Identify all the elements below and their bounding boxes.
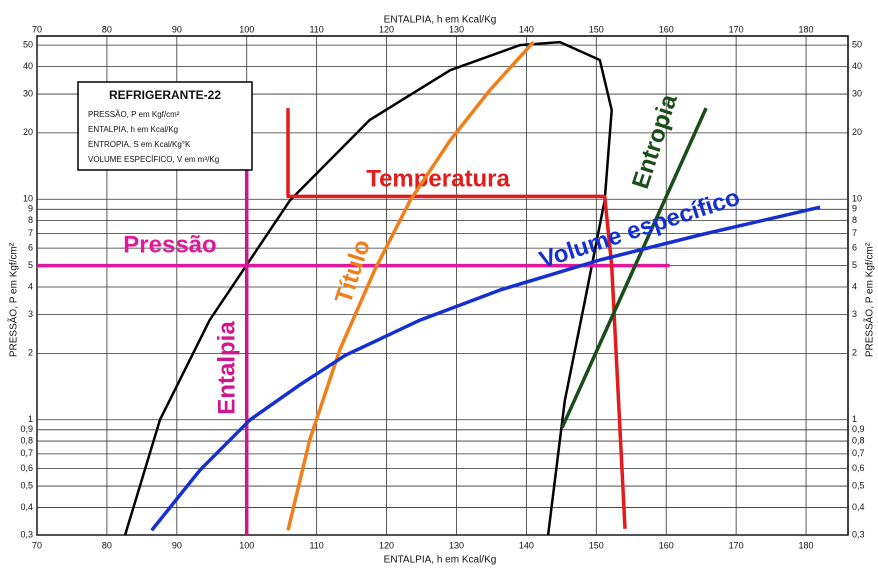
legend-title: REFRIGERANTE-22 [109,88,221,102]
y-tick-label: 9 [852,204,857,214]
series-line [286,40,535,531]
curve-label: Temperatura [366,165,510,192]
y-tick-label: 3 [28,309,33,319]
y-tick-label: 3 [852,309,857,319]
y-tick-label: 50 [852,40,862,50]
x-tick-label: 90 [172,540,182,550]
x-tick-label: 180 [799,540,814,550]
legend-line: PRESSÃO, P em Kgf/cm² [88,110,180,119]
y-axis-label-left: PRESSÃO, P em Kgf/cm² [7,242,20,357]
y-tick-label: 30 [23,88,33,98]
y-tick-label: 0,9 [852,424,865,434]
y-tick-label: 1 [28,414,33,424]
x-tick-label: 170 [729,24,744,34]
y-tick-label: 0,4 [852,502,865,512]
x-tick-label: 100 [239,540,254,550]
x-tick-label: 130 [449,540,464,550]
legend-box: REFRIGERANTE-22 PRESSÃO, P em Kgf/cm² EN… [77,81,253,171]
x-tick-label: 70 [32,540,42,550]
y-tick-label: 6 [852,243,857,253]
y-tick-label: 1 [852,414,857,424]
y-tick-label: 7 [28,228,33,238]
x-tick-label: 140 [519,24,534,34]
y-tick-label: 20 [23,127,33,137]
y-tick-label: 0,3 [852,529,865,539]
series-line [560,107,708,429]
y-tick-label: 5 [852,260,857,270]
x-tick-label: 80 [102,540,112,550]
x-tick-label: 160 [659,24,674,34]
y-axis-label-right: PRESSÃO, P em Kgf/cm² [863,242,876,357]
y-tick-label: 5 [28,260,33,270]
series-line [150,205,821,532]
y-tick-label: 0,5 [852,480,865,490]
legend-frame [77,81,253,171]
legend-line: VOLUME ESPECÍFICO, V em m³/Kg [88,155,219,164]
y-tick-label: 0,8 [852,435,865,445]
y-tick-label: 2 [28,348,33,358]
y-tick-label: 40 [852,61,862,71]
y-tick-label: 0,6 [852,463,865,473]
x-tick-label: 120 [379,24,394,34]
x-tick-label: 150 [589,540,604,550]
y-tick-label: 8 [28,215,33,225]
x-tick-label: 110 [309,540,323,550]
y-tick-label: 0,7 [852,448,865,458]
y-tick-label: 30 [852,88,862,98]
y-tick-label: 4 [852,281,857,291]
y-tick-label: 4 [28,281,33,291]
y-tick-label: 6 [28,243,33,253]
y-tick-label: 40 [23,61,33,71]
y-tick-label: 10 [23,194,33,204]
legend-line: ENTROPIA, S em Kcal/Kg°K [88,140,191,149]
x-tick-label: 150 [589,24,604,34]
y-tick-label: 8 [852,215,857,225]
y-tick-label: 0,4 [20,502,33,512]
x-tick-label: 80 [102,24,112,34]
x-tick-label: 130 [449,24,464,34]
x-tick-label: 140 [519,540,534,550]
y-tick-label: 2 [852,348,857,358]
x-tick-label: 170 [729,540,744,550]
series-line [286,108,627,529]
y-tick-label: 0,5 [20,480,33,490]
y-tick-label: 0,9 [20,424,33,434]
y-tick-label: 7 [852,228,857,238]
series-line [123,40,613,536]
x-tick-label: 90 [172,24,182,34]
y-tick-label: 0,8 [20,435,33,445]
curve-label: Entalpia [213,321,240,415]
y-tick-label: 0,6 [20,463,33,473]
y-tick-label: 20 [852,127,862,137]
x-tick-label: 70 [32,24,42,34]
x-tick-label: 110 [309,24,323,34]
y-tick-label: 0,7 [20,448,33,458]
curve-label: Pressão [123,231,216,258]
x-tick-label: 100 [239,24,254,34]
legend-line: ENTALPIA, h em Kcal/Kg [88,125,178,134]
y-tick-label: 10 [852,194,862,204]
x-tick-label: 120 [379,540,394,550]
y-tick-label: 0,3 [20,529,33,539]
x-axis-label-bottom: ENTALPIA, h em Kcal/Kg [384,555,497,566]
x-axis-label-top: ENTALPIA, h em Kcal/Kg [384,15,497,26]
x-tick-label: 180 [799,24,814,34]
x-tick-label: 160 [659,540,674,550]
y-tick-label: 9 [28,204,33,214]
y-tick-label: 50 [23,40,33,50]
